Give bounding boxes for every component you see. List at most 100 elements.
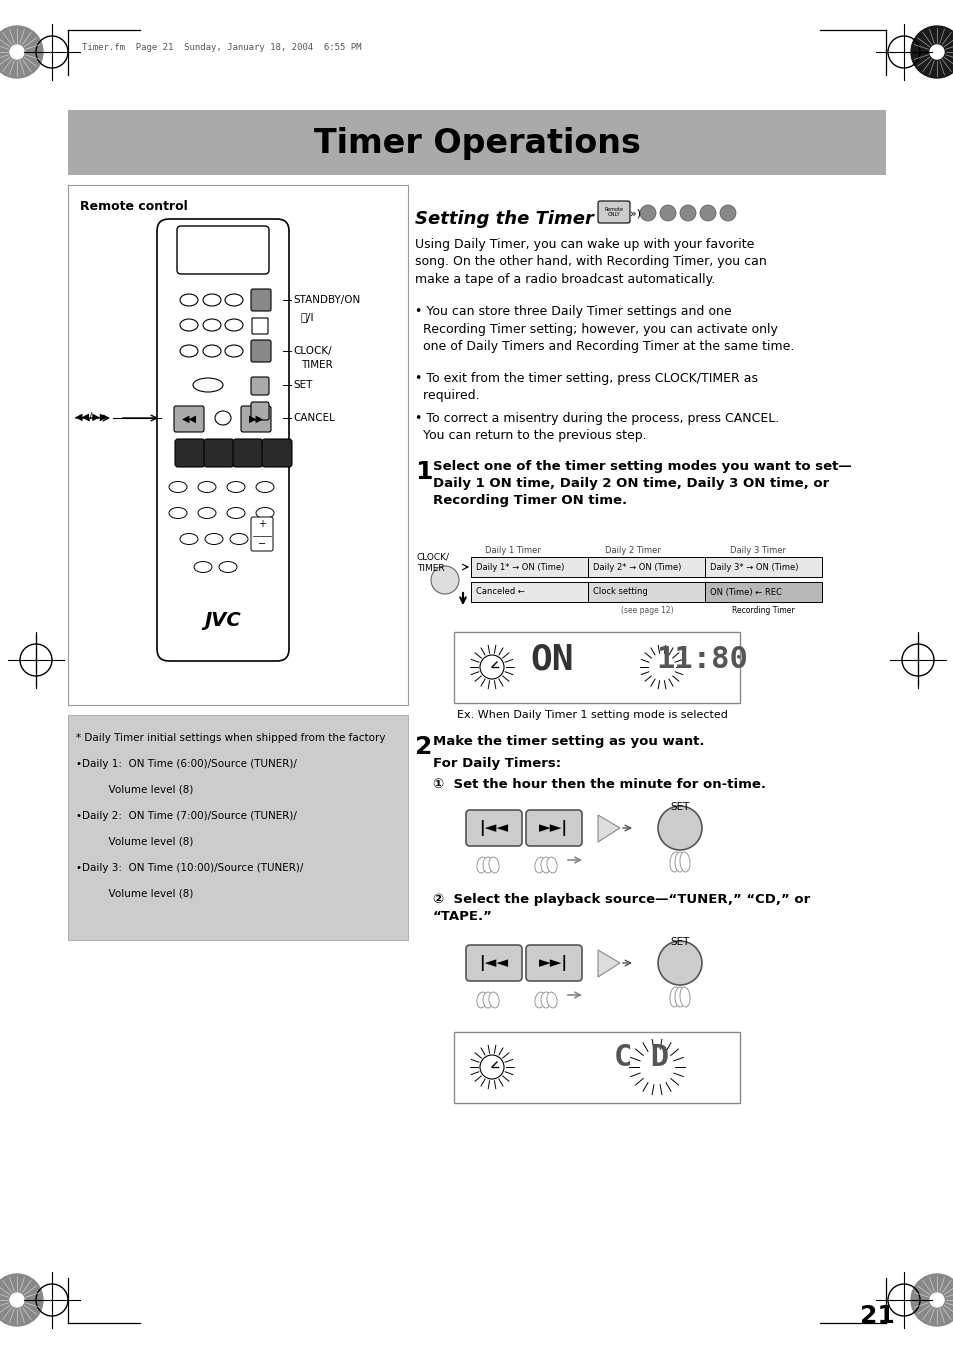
Text: •Daily 3:  ON Time (10:00)/Source (TUNER)/: •Daily 3: ON Time (10:00)/Source (TUNER)… — [76, 863, 303, 873]
Text: Daily 3 Timer: Daily 3 Timer — [729, 546, 785, 555]
Ellipse shape — [669, 988, 679, 1006]
Text: 2: 2 — [415, 735, 432, 759]
Text: CLOCK/: CLOCK/ — [293, 346, 332, 357]
Circle shape — [679, 205, 696, 222]
FancyBboxPatch shape — [454, 632, 740, 703]
Text: +: + — [257, 519, 266, 530]
Ellipse shape — [488, 857, 498, 873]
Text: Using Daily Timer, you can wake up with your favorite
song. On the other hand, w: Using Daily Timer, you can wake up with … — [415, 238, 766, 286]
Text: Remote
ONLY: Remote ONLY — [604, 207, 623, 218]
Ellipse shape — [546, 857, 557, 873]
Text: SET: SET — [670, 802, 689, 812]
Text: |◄◄: |◄◄ — [479, 955, 508, 971]
Text: ON (Time) ← REC: ON (Time) ← REC — [709, 588, 781, 597]
FancyBboxPatch shape — [471, 557, 587, 577]
FancyBboxPatch shape — [587, 557, 704, 577]
Text: • You can store three Daily Timer settings and one
  Recording Timer setting; ho: • You can store three Daily Timer settin… — [415, 305, 794, 353]
Text: • To exit from the timer setting, press CLOCK/TIMER as
  required.: • To exit from the timer setting, press … — [415, 372, 758, 403]
Text: •Daily 1:  ON Time (6:00)/Source (TUNER)/: •Daily 1: ON Time (6:00)/Source (TUNER)/ — [76, 759, 296, 769]
FancyBboxPatch shape — [251, 517, 273, 551]
Ellipse shape — [203, 295, 221, 305]
Ellipse shape — [180, 319, 198, 331]
Text: Clock setting: Clock setting — [593, 588, 647, 597]
Text: Daily 2* → ON (Time): Daily 2* → ON (Time) — [593, 562, 680, 571]
Circle shape — [0, 1274, 43, 1325]
Text: ►►|: ►►| — [538, 955, 568, 971]
FancyBboxPatch shape — [598, 201, 629, 223]
Circle shape — [10, 45, 24, 59]
Text: STANDBY/ON: STANDBY/ON — [293, 295, 360, 305]
Text: ◀◀: ◀◀ — [181, 413, 196, 424]
FancyBboxPatch shape — [204, 439, 233, 467]
Ellipse shape — [214, 411, 231, 426]
Circle shape — [479, 1055, 503, 1079]
Ellipse shape — [679, 852, 689, 871]
Text: Daily 3* → ON (Time): Daily 3* → ON (Time) — [709, 562, 798, 571]
Circle shape — [929, 1293, 943, 1306]
FancyBboxPatch shape — [465, 944, 521, 981]
Ellipse shape — [180, 295, 198, 305]
Text: ⏻/I: ⏻/I — [301, 312, 314, 322]
Text: JVC: JVC — [205, 611, 241, 630]
Ellipse shape — [169, 481, 187, 493]
Ellipse shape — [535, 992, 544, 1008]
Text: Recording Timer: Recording Timer — [731, 607, 794, 615]
Ellipse shape — [540, 857, 551, 873]
Text: Volume level (8): Volume level (8) — [76, 785, 193, 794]
Ellipse shape — [225, 295, 243, 305]
Text: Daily 1* → ON (Time): Daily 1* → ON (Time) — [476, 562, 564, 571]
Ellipse shape — [535, 857, 544, 873]
Circle shape — [720, 205, 735, 222]
Text: ON: ON — [530, 643, 573, 677]
Ellipse shape — [227, 508, 245, 519]
FancyBboxPatch shape — [704, 582, 821, 603]
FancyBboxPatch shape — [68, 109, 885, 176]
Text: Make the timer setting as you want.: Make the timer setting as you want. — [433, 735, 703, 748]
Text: Remote control: Remote control — [80, 200, 188, 213]
Text: •Daily 2:  ON Time (7:00)/Source (TUNER)/: •Daily 2: ON Time (7:00)/Source (TUNER)/ — [76, 811, 296, 821]
Circle shape — [0, 26, 43, 78]
Text: 1: 1 — [415, 459, 432, 484]
Text: (see page 12): (see page 12) — [620, 607, 673, 615]
FancyBboxPatch shape — [177, 226, 269, 274]
FancyBboxPatch shape — [233, 439, 263, 467]
Ellipse shape — [476, 857, 487, 873]
FancyBboxPatch shape — [251, 340, 271, 362]
Text: TIMER: TIMER — [416, 563, 444, 573]
Polygon shape — [598, 815, 619, 842]
FancyBboxPatch shape — [157, 219, 289, 661]
Text: ①  Set the hour then the minute for on-time.: ① Set the hour then the minute for on-ti… — [433, 778, 765, 790]
FancyBboxPatch shape — [454, 1032, 740, 1102]
Text: CANCEL: CANCEL — [293, 413, 335, 423]
FancyBboxPatch shape — [68, 185, 408, 705]
Ellipse shape — [219, 562, 236, 573]
Ellipse shape — [255, 508, 274, 519]
Text: • To correct a misentry during the process, press CANCEL.
  You can return to th: • To correct a misentry during the proce… — [415, 412, 779, 443]
Text: Setting the Timer: Setting the Timer — [415, 209, 594, 228]
Text: TIMER: TIMER — [301, 359, 333, 370]
Ellipse shape — [675, 852, 684, 871]
Circle shape — [658, 807, 701, 850]
Text: Select one of the timer setting modes you want to set—
Daily 1 ON time, Daily 2 : Select one of the timer setting modes yo… — [433, 459, 851, 507]
Ellipse shape — [193, 562, 212, 573]
Ellipse shape — [225, 345, 243, 357]
Text: Canceled ←: Canceled ← — [476, 588, 524, 597]
Ellipse shape — [675, 988, 684, 1006]
FancyBboxPatch shape — [251, 403, 269, 420]
Ellipse shape — [180, 345, 198, 357]
FancyBboxPatch shape — [525, 811, 581, 846]
Ellipse shape — [476, 992, 487, 1008]
Text: Volume level (8): Volume level (8) — [76, 889, 193, 898]
Text: −: − — [257, 539, 266, 549]
FancyBboxPatch shape — [704, 557, 821, 577]
Ellipse shape — [198, 508, 215, 519]
FancyBboxPatch shape — [174, 439, 205, 467]
Ellipse shape — [205, 534, 223, 544]
Text: Ex. When Daily Timer 1 setting mode is selected: Ex. When Daily Timer 1 setting mode is s… — [456, 711, 727, 720]
Text: Timer Operations: Timer Operations — [314, 127, 639, 159]
Text: C D: C D — [614, 1043, 669, 1071]
Text: CLOCK/: CLOCK/ — [416, 553, 450, 561]
Text: »): ») — [629, 208, 640, 218]
Circle shape — [910, 26, 953, 78]
Ellipse shape — [225, 319, 243, 331]
